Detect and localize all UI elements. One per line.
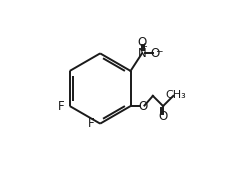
Text: O: O [137, 36, 146, 49]
Text: O: O [150, 47, 159, 60]
Text: +: + [139, 42, 146, 51]
Text: O: O [158, 110, 167, 123]
Text: −: − [155, 46, 162, 55]
Text: N: N [137, 47, 146, 60]
Text: O: O [138, 99, 147, 113]
Text: CH₃: CH₃ [165, 90, 186, 100]
Text: F: F [87, 117, 94, 130]
Text: F: F [57, 99, 64, 113]
